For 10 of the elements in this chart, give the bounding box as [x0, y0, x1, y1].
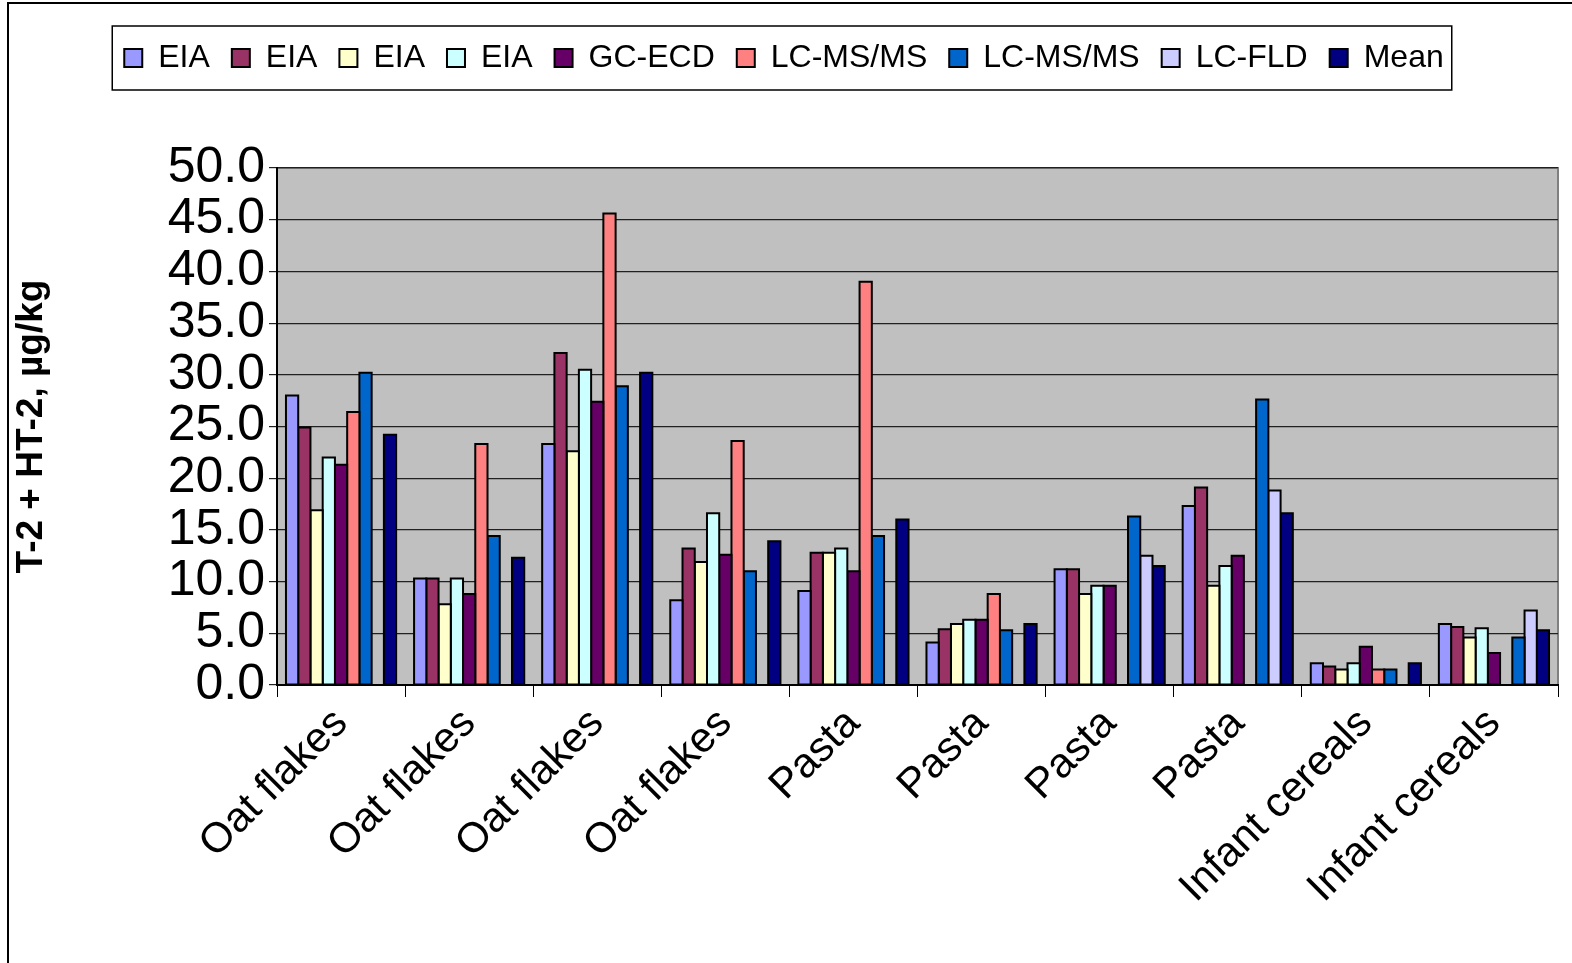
legend-label: GC-ECD	[588, 37, 715, 74]
legend-label: EIA	[373, 37, 426, 74]
legend-label: LC-MS/MS	[770, 37, 928, 74]
legend-label: EIA	[480, 37, 534, 74]
legend-label: LC-FLD	[1195, 37, 1308, 74]
legend-label: Mean	[1363, 37, 1444, 74]
legend-label: EIA	[158, 37, 211, 74]
legend-label: EIA	[265, 37, 319, 74]
legend-label: LC-MS/MS	[983, 37, 1140, 74]
y-axis-title: T-2 + HT-2, µg/kg	[9, 279, 51, 574]
